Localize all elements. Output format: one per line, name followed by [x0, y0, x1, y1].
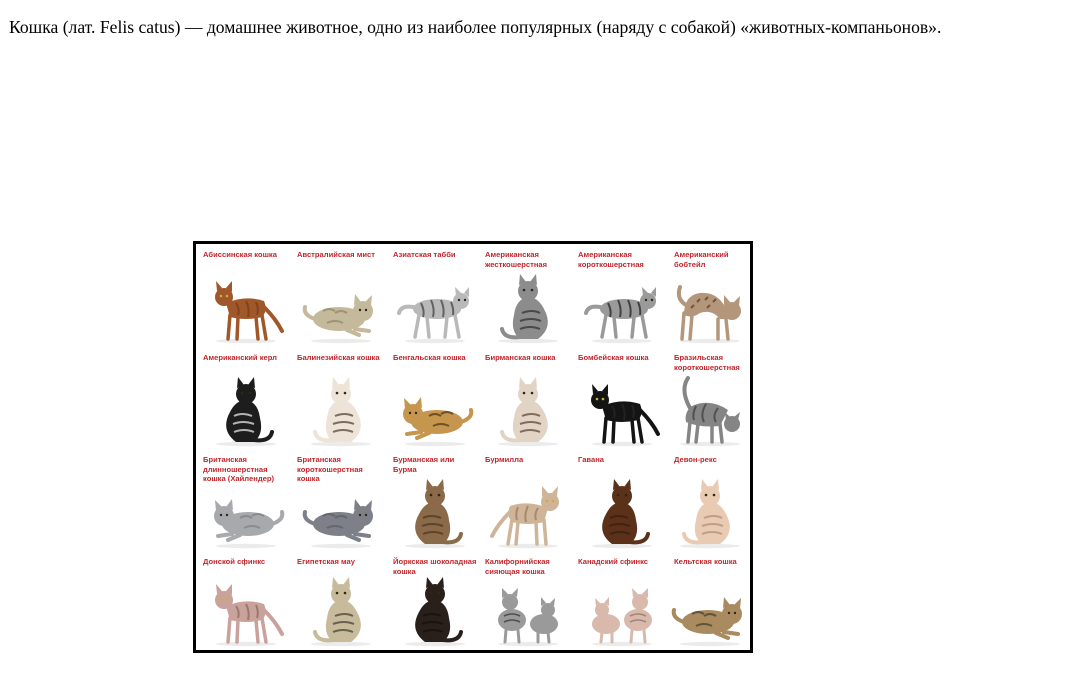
breed-label: Йоркская шоколадная кошка	[393, 557, 477, 576]
breed-label: Египетская мау	[297, 557, 355, 566]
cat-photo	[297, 470, 385, 551]
breed-label: Бразильская короткошерстная	[674, 353, 740, 372]
breed-card: Калифорнийская сияющая кошка	[481, 554, 574, 649]
cat-icon	[405, 478, 465, 548]
breed-label: Бенгальская кошка	[393, 353, 466, 362]
breed-card: Австралийская мист	[293, 247, 389, 350]
breed-card: Египетская мау	[293, 554, 389, 649]
breed-card: Йоркская шоколадная кошка	[389, 554, 481, 649]
breed-label: Канадский сфинкс	[578, 557, 648, 566]
cat-photo	[203, 265, 289, 347]
breed-label: Абиссинская кошка	[203, 250, 277, 259]
cat-photo	[393, 572, 477, 647]
cat-photo	[485, 265, 570, 347]
cat-photo	[203, 572, 289, 647]
breed-card: Девон-рекс	[670, 452, 749, 554]
breed-label: Азиатская табби	[393, 250, 456, 259]
cat-photo	[203, 368, 289, 449]
cat-photo	[393, 265, 477, 347]
breed-label: Американский керл	[203, 353, 278, 362]
breed-card: Гавана	[574, 452, 670, 554]
cat-photo	[578, 368, 666, 449]
breed-card: Бразильская короткошерстная	[670, 350, 749, 452]
breed-label: Балинезийская кошка	[297, 353, 380, 362]
cat-photo	[674, 470, 745, 551]
cat-icon	[584, 287, 656, 344]
breed-label: Калифорнийская сияющая кошка	[485, 557, 550, 576]
cat-photo	[485, 572, 570, 647]
breed-grid: Абиссинская кошка Австралийская мист Азиат…	[199, 247, 749, 649]
breed-card: Абиссинская кошка	[199, 247, 293, 350]
cat-icon	[311, 577, 371, 647]
cat-icon	[592, 478, 652, 548]
breed-card: Американский бобтейл	[670, 247, 749, 350]
cat-icon	[311, 376, 371, 446]
cat-photo	[203, 470, 289, 551]
breed-label: Донской сфинкс	[203, 557, 266, 566]
cat-icon	[676, 285, 741, 344]
breed-card: Кельтская кошка	[670, 554, 749, 649]
cat-photo	[674, 265, 745, 347]
cat-photo	[393, 368, 477, 449]
cat-icon	[302, 294, 373, 344]
cat-photo	[485, 368, 570, 449]
breed-label: Бирманская кошка	[485, 353, 556, 362]
breed-card: Американский керл	[199, 350, 293, 452]
breed-card: Британская короткошерстная кошка	[293, 452, 389, 554]
cat-photo	[393, 470, 477, 551]
breed-card: Бенгальская кошка	[389, 350, 481, 452]
intro-paragraph: Кошка (лат. Felis catus) — домашнее живо…	[9, 17, 942, 37]
breed-label: Британская длинношерстная кошка (Хайленд…	[203, 455, 275, 484]
breed-card: Американская короткошерстная	[574, 247, 670, 350]
breed-label: Британская короткошерстная кошка	[297, 455, 363, 484]
breed-card: Канадский сфинкс	[574, 554, 670, 649]
cat-icon	[591, 383, 660, 446]
cat-icon	[497, 376, 558, 446]
cat-icon	[679, 375, 740, 446]
cat-icon	[679, 478, 740, 548]
cat-photo	[297, 265, 385, 347]
breed-label: Бомбейская кошка	[578, 353, 649, 362]
cat-photo	[578, 265, 666, 347]
breed-card: Азиатская табби	[389, 247, 481, 350]
breed-label: Американская короткошерстная	[578, 250, 644, 269]
cat-photo	[297, 368, 385, 449]
cat-photo	[671, 572, 745, 647]
cat-breeds-poster: Абиссинская кошка Австралийская мист Азиат…	[193, 241, 753, 653]
breed-card: Бурмилла	[481, 452, 574, 554]
cat-icon	[216, 376, 276, 446]
cat-photo	[578, 470, 666, 551]
breed-label: Австралийская мист	[297, 250, 375, 259]
cat-icon	[592, 588, 652, 647]
breed-card: Американская жесткошерстная	[481, 247, 574, 350]
breed-label: Кельтская кошка	[674, 557, 737, 566]
cat-photo	[674, 368, 745, 449]
breed-card: Британская длинношерстная кошка (Хайленд…	[199, 452, 293, 554]
cat-icon	[489, 485, 559, 548]
cat-icon	[403, 396, 474, 446]
breed-card: Бомбейская кошка	[574, 350, 670, 452]
breed-card: Донской сфинкс	[199, 554, 293, 649]
breed-label: Бурмилла	[485, 455, 524, 464]
breed-label: Гавана	[578, 455, 605, 464]
cat-photo	[578, 572, 666, 647]
cat-icon	[497, 274, 558, 344]
cat-photo	[485, 470, 570, 551]
cat-icon	[671, 597, 742, 647]
cat-icon	[215, 281, 284, 344]
cat-icon	[302, 498, 373, 548]
breed-card: Бурманская или Бурма	[389, 452, 481, 554]
breed-label: Американский бобтейл	[674, 250, 729, 269]
cat-icon	[405, 577, 465, 647]
cat-icon	[397, 287, 469, 344]
breed-card: Бирманская кошка	[481, 350, 574, 452]
cat-icon	[214, 498, 285, 548]
cat-icon	[215, 584, 284, 647]
breed-card: Балинезийская кошка	[293, 350, 389, 452]
breed-label: Девон-рекс	[674, 455, 717, 464]
cat-photo	[297, 572, 385, 647]
cat-icon	[497, 588, 558, 647]
breed-label: Бурманская или Бурма	[393, 455, 455, 474]
breed-label: Американская жесткошерстная	[485, 250, 548, 269]
